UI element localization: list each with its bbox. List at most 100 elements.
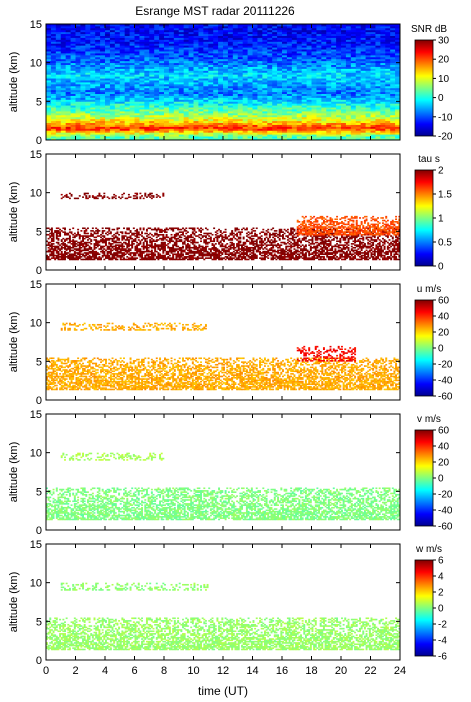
cell [168, 74, 175, 77]
cell [208, 37, 214, 40]
cell [144, 54, 150, 58]
cell [257, 103, 263, 106]
cell [75, 87, 81, 91]
cell [223, 136, 229, 139]
cell [209, 254, 212, 257]
cell [85, 39, 91, 42]
cell [326, 80, 332, 83]
cell [55, 72, 62, 75]
cell [195, 257, 198, 259]
cell [188, 82, 194, 85]
cell [395, 91, 400, 94]
cell [350, 37, 357, 40]
cell [182, 257, 184, 259]
cell [203, 54, 209, 58]
cell [213, 24, 219, 27]
cell [385, 95, 391, 98]
cell [257, 45, 263, 48]
cell [326, 112, 332, 116]
cell [178, 41, 185, 44]
cell [203, 124, 209, 127]
cell [119, 24, 126, 27]
cell [109, 27, 116, 31]
cell [164, 47, 170, 50]
cell [90, 132, 96, 135]
cell [282, 41, 288, 44]
cell [380, 25, 386, 29]
cell [55, 122, 62, 125]
cell [144, 35, 150, 38]
cell [105, 107, 111, 110]
cell [173, 43, 180, 46]
y-tick-label: 10 [30, 58, 42, 70]
cell [267, 24, 273, 27]
cell [275, 254, 278, 257]
cell [218, 111, 224, 114]
cell [350, 24, 357, 27]
cell [109, 99, 116, 102]
cell [65, 138, 71, 140]
cell [306, 95, 312, 98]
cell [65, 49, 71, 52]
cell [75, 114, 81, 118]
cell [380, 43, 386, 46]
cell [257, 78, 263, 81]
cell [272, 101, 278, 104]
cell [144, 80, 150, 83]
cell [164, 64, 170, 67]
cell [183, 91, 189, 94]
cell [252, 51, 258, 54]
cell [134, 93, 140, 96]
cell [282, 128, 288, 131]
cell [301, 93, 307, 96]
cell [46, 58, 52, 62]
cell [306, 87, 312, 91]
cell [291, 89, 298, 93]
cell [350, 62, 357, 65]
cell [395, 58, 400, 62]
cell [223, 122, 229, 125]
cell [277, 37, 283, 40]
cell [272, 91, 278, 94]
cell [286, 66, 293, 69]
cell [380, 66, 386, 69]
cell [380, 56, 386, 60]
cell [203, 258, 206, 261]
cell [114, 25, 121, 29]
cell [341, 64, 347, 67]
cell [154, 29, 160, 33]
cell [321, 126, 327, 129]
cell [232, 45, 239, 48]
cell [109, 97, 116, 100]
cell [149, 54, 155, 58]
cell [232, 138, 239, 140]
cell [262, 120, 268, 123]
cell [301, 60, 307, 64]
cell [114, 33, 121, 36]
cell [370, 103, 376, 106]
cell [134, 111, 140, 114]
cell [362, 254, 365, 257]
cell [95, 95, 101, 98]
cell [193, 47, 199, 50]
cell [272, 41, 278, 44]
cell [95, 31, 101, 35]
cell [226, 256, 229, 258]
cell [139, 83, 145, 87]
cell [390, 54, 396, 58]
cell [232, 109, 239, 112]
cell [390, 33, 396, 36]
cell [147, 254, 150, 257]
cell [50, 85, 57, 89]
cell [331, 101, 337, 104]
cell [291, 128, 298, 131]
cell [168, 89, 175, 93]
cell [119, 85, 126, 89]
cell [390, 138, 396, 140]
cell [247, 103, 253, 106]
cell [252, 111, 258, 114]
cell [218, 41, 224, 44]
cell [350, 138, 357, 140]
cell [139, 103, 145, 106]
cell [159, 53, 165, 56]
